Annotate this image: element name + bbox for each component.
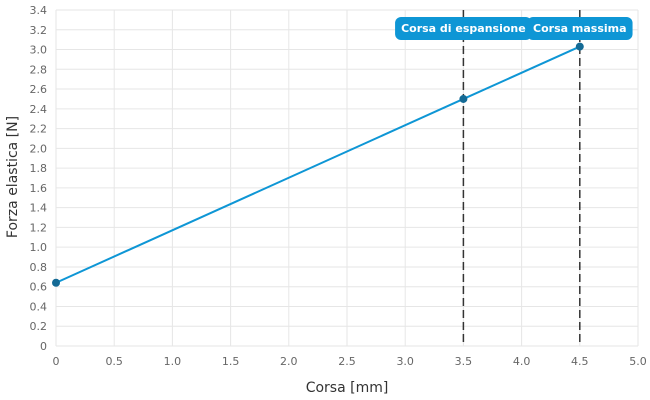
- y-axis-title: Forza elastica [N]: [5, 116, 21, 238]
- x-axis-title: Corsa [mm]: [306, 380, 389, 396]
- marker-label-badge: Corsa massima: [527, 17, 633, 40]
- data-point: [459, 94, 468, 103]
- data-point: [575, 42, 584, 51]
- y-tick-label: 1.4: [30, 202, 48, 215]
- y-tick-label: 0: [40, 340, 47, 353]
- y-tick-label: 0.8: [30, 261, 48, 274]
- x-tick-label: 5.0: [629, 355, 647, 368]
- y-tick-label: 1.6: [30, 182, 48, 195]
- series-layer: [52, 42, 584, 287]
- badge-label: Corsa di espansione: [401, 22, 526, 35]
- y-tick-label: 2.4: [30, 103, 48, 116]
- x-tick-label: 3.0: [396, 355, 414, 368]
- y-tick-label: 0.2: [30, 320, 48, 333]
- marker-labels: Corsa di espansione Corsa massima: [395, 17, 633, 40]
- data-point: [52, 278, 60, 287]
- y-tick-label: 0.6: [30, 281, 48, 294]
- x-tick-label: 3.5: [455, 355, 473, 368]
- y-tick-label: 1.0: [30, 241, 48, 254]
- x-axis-ticks: 0 0.5 1.0 1.5 2.0 2.5 3.0 3.5 4.0 4.5 5.0: [53, 355, 647, 368]
- x-tick-label: 4.5: [571, 355, 589, 368]
- y-tick-label: 1.8: [30, 162, 48, 175]
- x-tick-label: 4.0: [513, 355, 531, 368]
- y-tick-label: 3.0: [30, 44, 48, 57]
- badge-background: [527, 17, 633, 40]
- y-tick-label: 3.2: [30, 24, 48, 37]
- x-tick-label: 0: [53, 355, 60, 368]
- badge-background: [395, 17, 532, 40]
- marker-label-badge: Corsa di espansione: [395, 17, 532, 40]
- y-tick-label: 2.0: [30, 142, 48, 155]
- y-axis-ticks: 0 0.2 0.4 0.6 0.8 1.0 1.2 1.4 1.6 1.8 2.0 2.2 2.4 2.6…: [30, 4, 48, 353]
- y-tick-label: 2.6: [30, 83, 48, 96]
- y-tick-label: 2.2: [30, 123, 48, 136]
- y-tick-label: 2.8: [30, 63, 48, 76]
- x-tick-label: 1.0: [164, 355, 182, 368]
- x-tick-label: 1.5: [222, 355, 240, 368]
- x-tick-label: 2.0: [280, 355, 298, 368]
- x-tick-label: 0.5: [105, 355, 123, 368]
- x-tick-label: 2.5: [338, 355, 356, 368]
- y-tick-label: 1.2: [30, 221, 48, 234]
- y-tick-label: 3.4: [30, 4, 48, 17]
- y-tick-label: 0.4: [30, 300, 48, 313]
- chart-grid: [55, 9, 639, 347]
- badge-label: Corsa massima: [533, 22, 627, 35]
- vertical-markers: [462, 10, 581, 346]
